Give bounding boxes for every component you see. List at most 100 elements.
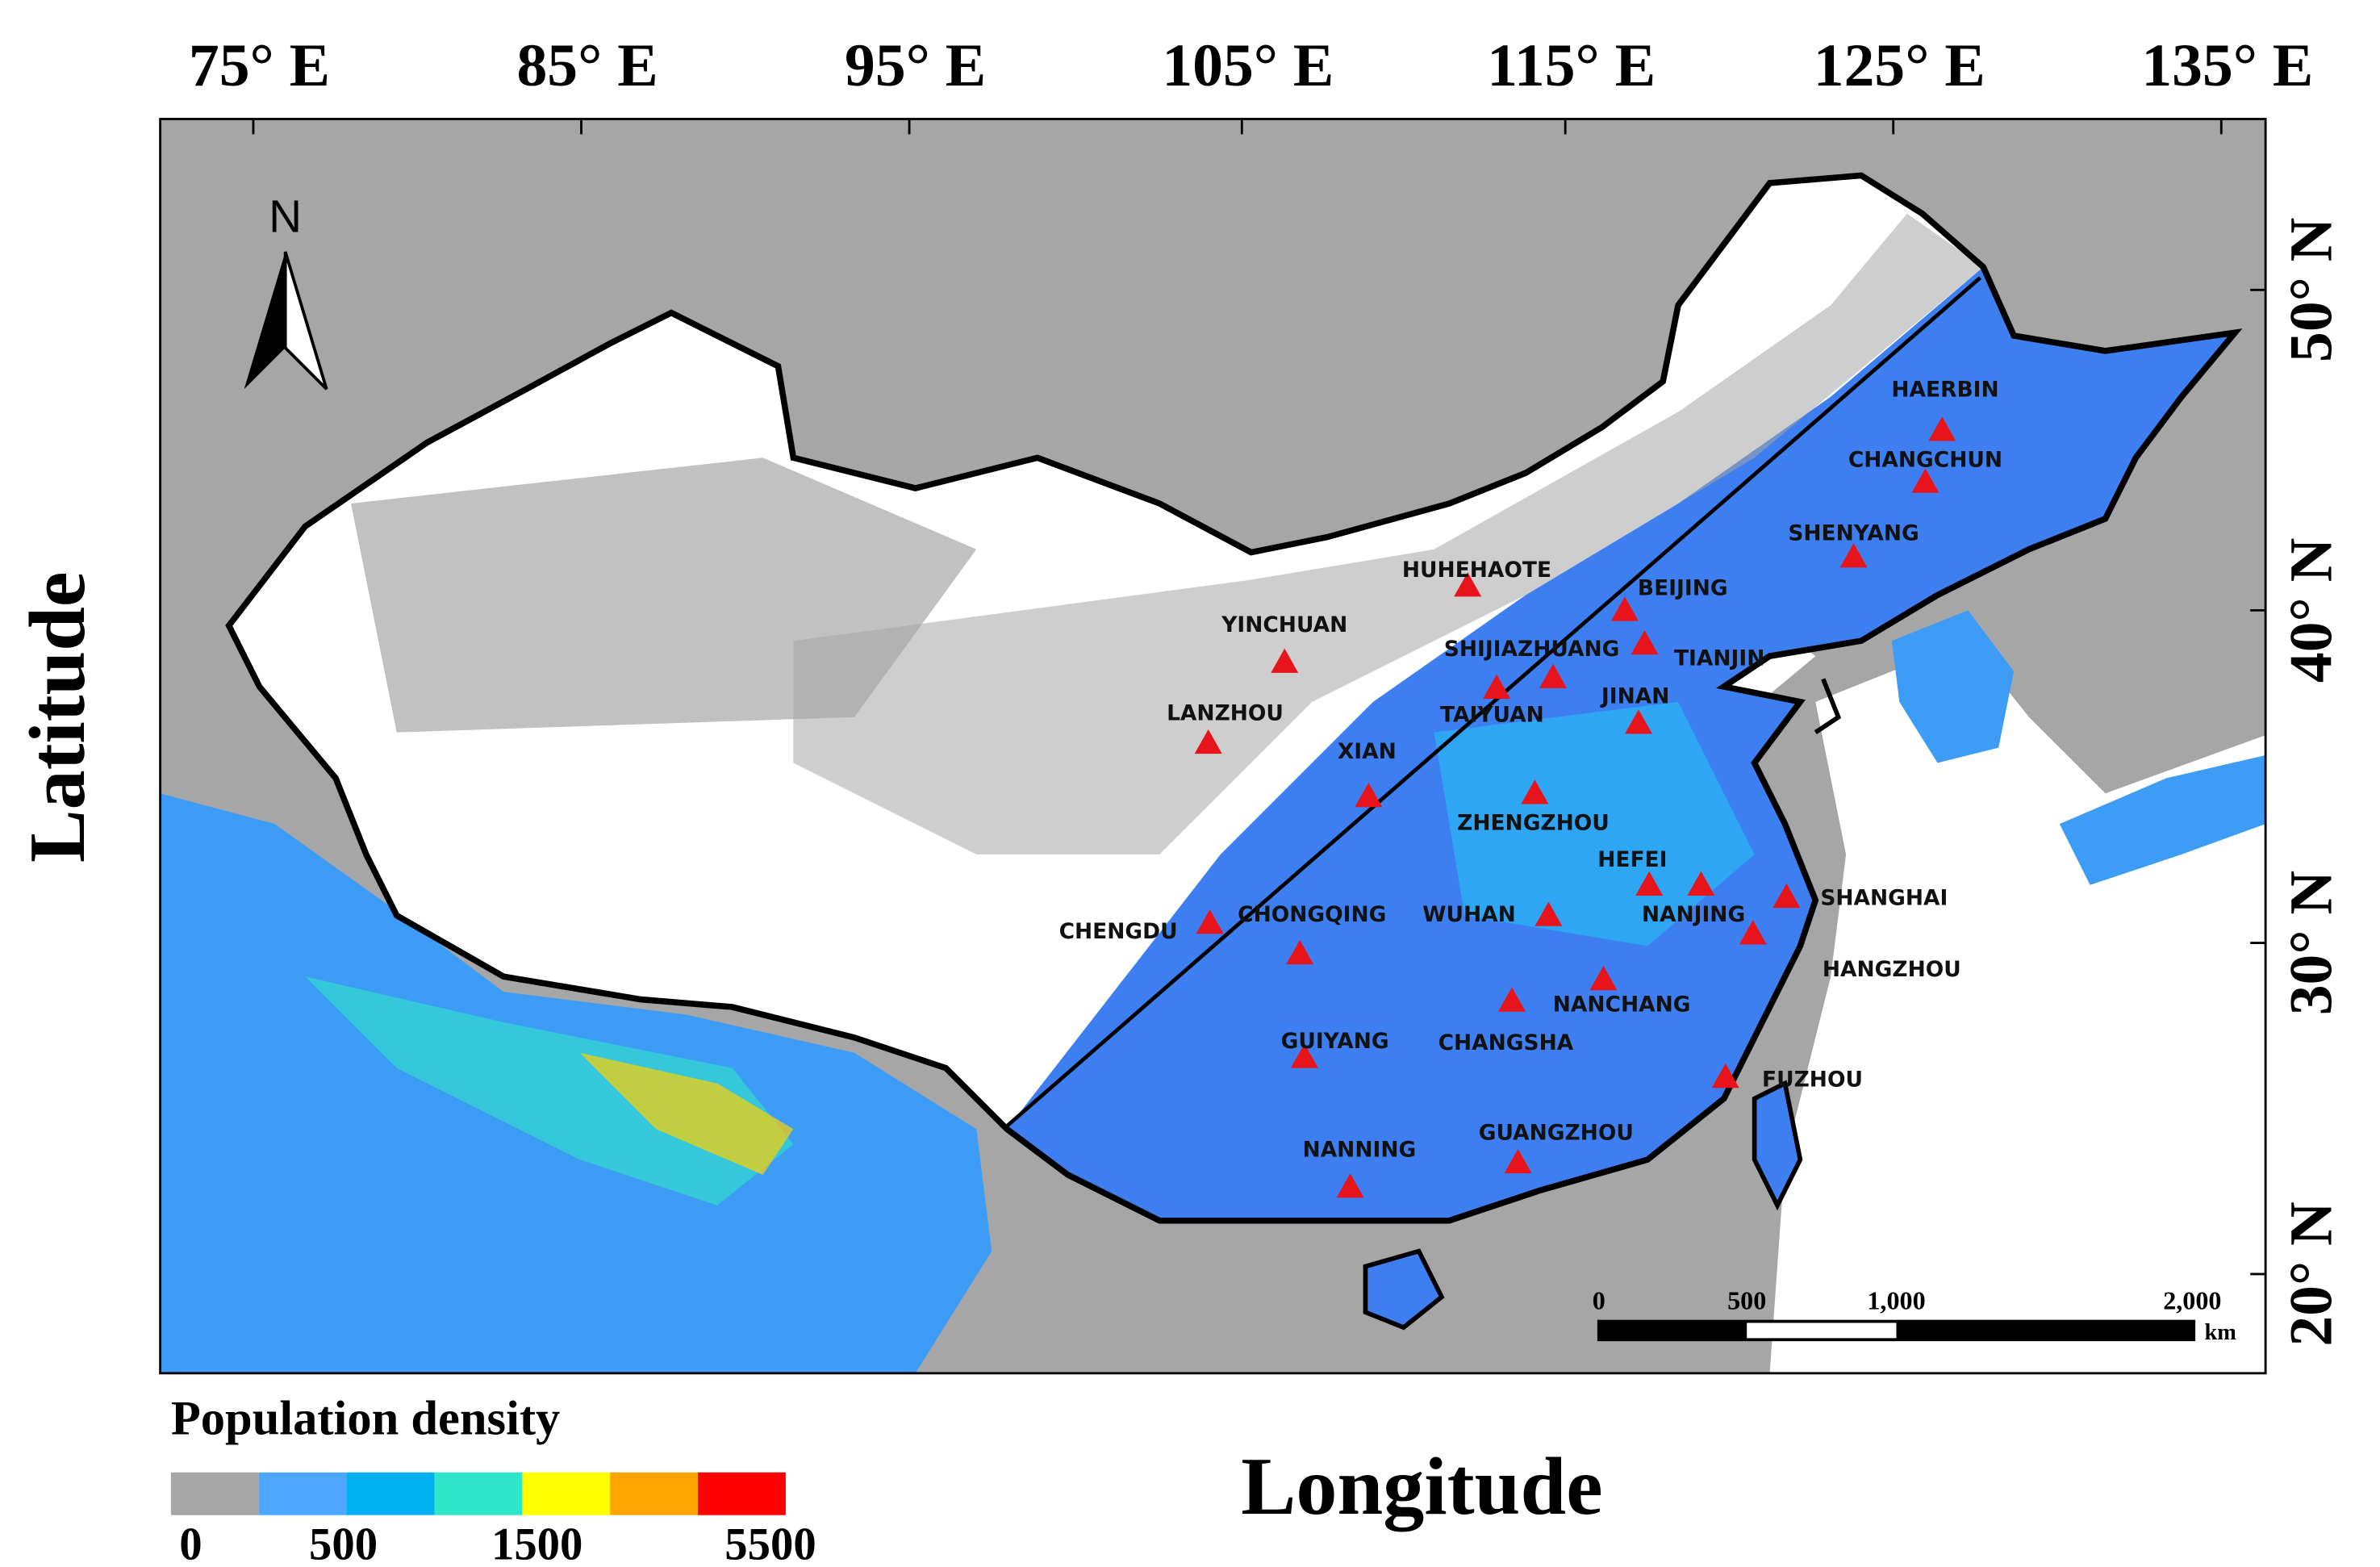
city-marker xyxy=(1631,629,1659,655)
city-label: CHANGCHUN xyxy=(1848,448,2002,473)
scale-bar-segment xyxy=(1598,1321,1747,1340)
city-label: CHANGSHA xyxy=(1438,1030,1574,1055)
taiwan xyxy=(1752,1080,1803,1211)
city-label: YINCHUAN xyxy=(1221,612,1347,637)
city-marker xyxy=(1687,871,1715,896)
city-label: GUIYANG xyxy=(1281,1029,1389,1054)
city-label: XIAN xyxy=(1338,739,1397,764)
city-marker xyxy=(1497,987,1526,1012)
city-marker xyxy=(1534,901,1563,926)
city-marker xyxy=(1610,596,1639,621)
legend-label: 0 xyxy=(179,1519,202,1567)
legend-label: 5500 xyxy=(724,1519,816,1567)
longitude-label: 95° E xyxy=(845,32,986,99)
city-marker xyxy=(1624,709,1652,734)
city-marker xyxy=(1196,909,1224,934)
north-label: N xyxy=(269,191,302,242)
city-label: CHENGDU xyxy=(1059,919,1178,944)
density-region xyxy=(579,1052,794,1176)
latitude-label: 50° N xyxy=(2278,218,2345,362)
city-marker xyxy=(1194,729,1222,754)
latitude-label: 20° N xyxy=(2278,1201,2345,1346)
longitude-label: 105° E xyxy=(1162,32,1334,99)
density-region xyxy=(305,976,794,1206)
longitude-label: 125° E xyxy=(1814,32,1985,99)
city-marker xyxy=(1355,783,1383,808)
city-label: SHIJIAZHUANG xyxy=(1444,637,1620,662)
city-label: TAIYUAN xyxy=(1440,702,1544,727)
city-label: JINAN xyxy=(1600,684,1670,709)
city-label: NANNING xyxy=(1303,1137,1417,1162)
city-label: CHONGQING xyxy=(1238,902,1386,927)
scale-bar-segment xyxy=(1896,1321,2194,1340)
city-label: HUHEHAOTE xyxy=(1402,558,1551,583)
city-marker xyxy=(1928,416,1956,441)
legend-swatch xyxy=(170,1472,259,1515)
city-marker xyxy=(1454,572,1482,597)
city-marker xyxy=(1336,1173,1364,1198)
legend-swatch xyxy=(346,1472,435,1515)
scale-bar-label: 2,000 xyxy=(2163,1285,2221,1314)
legend-swatch xyxy=(434,1472,523,1515)
x-axis-label: Longitude xyxy=(1241,1441,1602,1532)
city-marker xyxy=(1290,1043,1318,1068)
city-marker xyxy=(1911,468,1939,493)
scale-bar-unit: km xyxy=(2204,1320,2236,1345)
legend-label: 500 xyxy=(309,1519,378,1567)
longitude-label: 135° E xyxy=(2141,32,2313,99)
scale-bar-label: 1,000 xyxy=(1867,1285,1925,1314)
city-marker xyxy=(1635,871,1664,896)
city-marker xyxy=(1739,920,1767,945)
city-label: WUHAN xyxy=(1422,902,1515,927)
city-marker xyxy=(1589,965,1618,991)
city-marker xyxy=(1772,883,1801,909)
longitude-label: 75° E xyxy=(189,32,330,99)
city-marker xyxy=(1839,543,1868,568)
density-region xyxy=(1891,610,2015,763)
city-marker xyxy=(1711,1063,1739,1089)
sparse-region xyxy=(793,213,1984,855)
map-frame xyxy=(159,118,2267,1375)
north-arrow-right xyxy=(283,251,328,391)
city-label: NANCHANG xyxy=(1553,992,1691,1018)
city-label: HAERBIN xyxy=(1891,378,1998,403)
legend-swatch xyxy=(522,1472,611,1515)
city-marker xyxy=(1286,939,1314,965)
city-label: LANZHOU xyxy=(1167,701,1284,726)
city-label: BEIJING xyxy=(1638,575,1728,600)
density-region xyxy=(1434,701,1755,946)
city-label: SHANGHAI xyxy=(1820,885,1948,910)
city-marker xyxy=(1483,674,1511,700)
city-marker xyxy=(1271,648,1299,673)
legend-swatch xyxy=(610,1472,699,1515)
city-label: SHENYANG xyxy=(1788,520,1919,545)
longitude-label: 85° E xyxy=(516,32,658,99)
scale-bar-label: 0 xyxy=(1593,1285,1605,1314)
latitude-label: 30° N xyxy=(2278,871,2345,1015)
city-label: GUANGZHOU xyxy=(1479,1121,1634,1146)
y-axis-label: Latitude xyxy=(14,571,102,863)
legend-swatch xyxy=(258,1472,347,1515)
longitude-label: 115° E xyxy=(1487,32,1656,99)
scale-bar-label: 500 xyxy=(1727,1285,1766,1314)
city-marker xyxy=(1504,1148,1532,1174)
coast xyxy=(1814,678,1842,735)
map-area xyxy=(160,119,2266,1373)
city-label: ZHENGZHOU xyxy=(1457,811,1610,836)
legend-label: 1500 xyxy=(491,1519,582,1567)
hainan xyxy=(1363,1248,1445,1331)
legend-title: Population density xyxy=(171,1391,560,1445)
city-marker xyxy=(1539,663,1568,688)
density-region xyxy=(2059,755,2266,885)
china-border xyxy=(225,172,2243,1224)
legend-swatch xyxy=(698,1472,786,1515)
city-label: HANGZHOU xyxy=(1823,957,1961,982)
hu-line xyxy=(1005,276,1982,1128)
city-label: NANJING xyxy=(1642,902,1745,927)
city-label: FUZHOU xyxy=(1762,1067,1863,1092)
city-label: HEFEI xyxy=(1597,847,1667,872)
latitude-label: 40° N xyxy=(2278,538,2345,683)
city-marker xyxy=(1521,779,1549,804)
city-label: TIANJIN xyxy=(1674,646,1764,671)
